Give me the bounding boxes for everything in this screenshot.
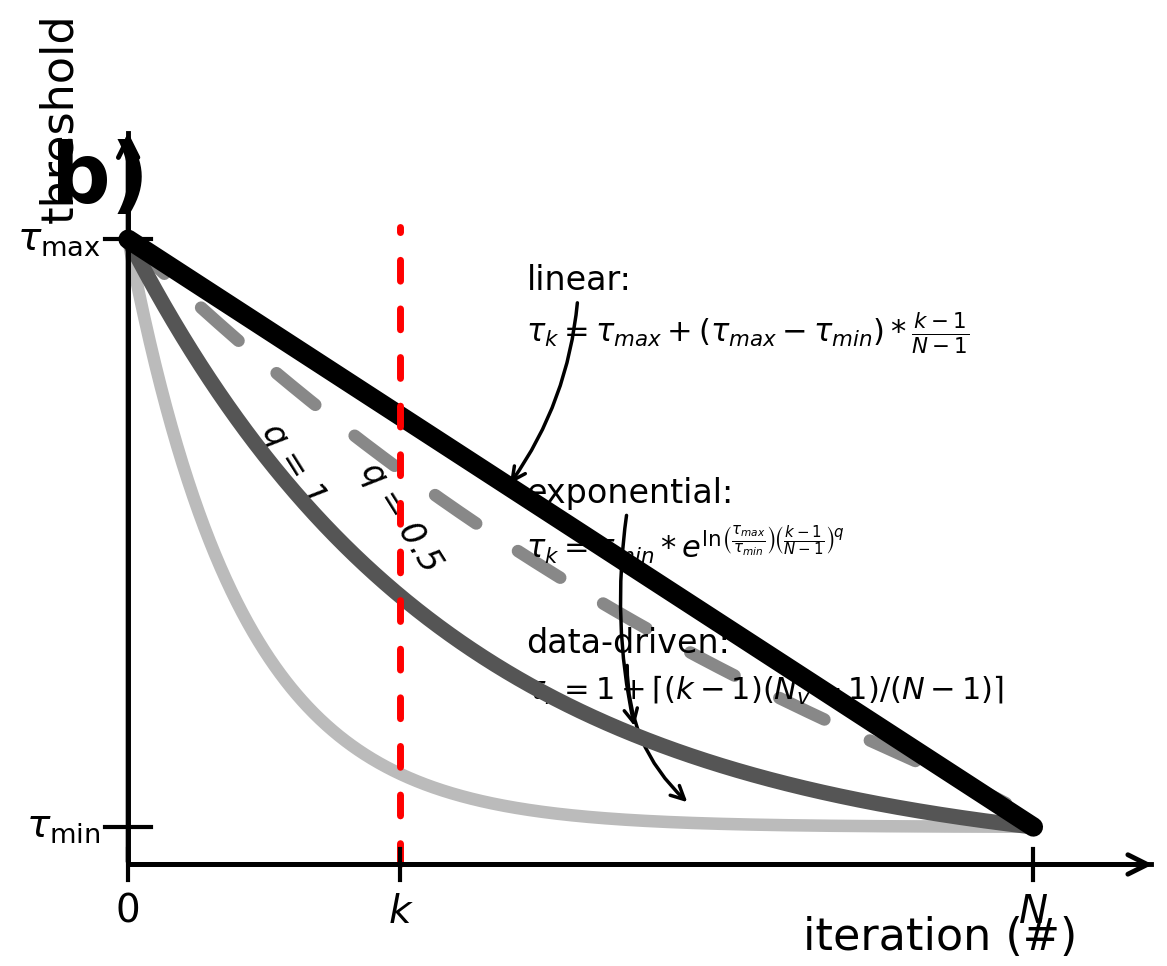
Text: $\tau_{\rm min}$: $\tau_{\rm min}$ xyxy=(27,808,102,846)
Text: $\tau_k = \tau_{max} + (\tau_{max} - \tau_{min}) * \frac{k-1}{N-1}$: $\tau_k = \tau_{max} + (\tau_{max} - \ta… xyxy=(526,311,970,356)
Text: q = 1: q = 1 xyxy=(254,417,331,513)
Text: $\tau_k = \tau_{min} * e^{\ln\!\left(\frac{\tau_{max}}{\tau_{min}}\right)\!\left: $\tau_k = \tau_{min} * e^{\ln\!\left(\fr… xyxy=(526,524,845,566)
Text: $\tau_k = 1 + \lceil (k-1)(N_v - 1)/(N-1) \rceil$: $\tau_k = 1 + \lceil (k-1)(N_v - 1)/(N-1… xyxy=(526,673,1005,707)
Text: $\tau_{\rm max}$: $\tau_{\rm max}$ xyxy=(18,220,102,258)
Text: q = 0.5: q = 0.5 xyxy=(355,456,448,579)
Text: linear:: linear: xyxy=(512,265,631,481)
Text: 0: 0 xyxy=(116,893,140,930)
Text: exponential:: exponential: xyxy=(526,477,734,723)
Text: N: N xyxy=(1019,893,1048,930)
Text: data-driven:: data-driven: xyxy=(526,627,731,800)
Text: threshold: threshold xyxy=(39,13,82,222)
Text: k: k xyxy=(389,893,411,930)
Text: b): b) xyxy=(51,139,149,220)
Text: iteration (#): iteration (#) xyxy=(803,916,1077,958)
